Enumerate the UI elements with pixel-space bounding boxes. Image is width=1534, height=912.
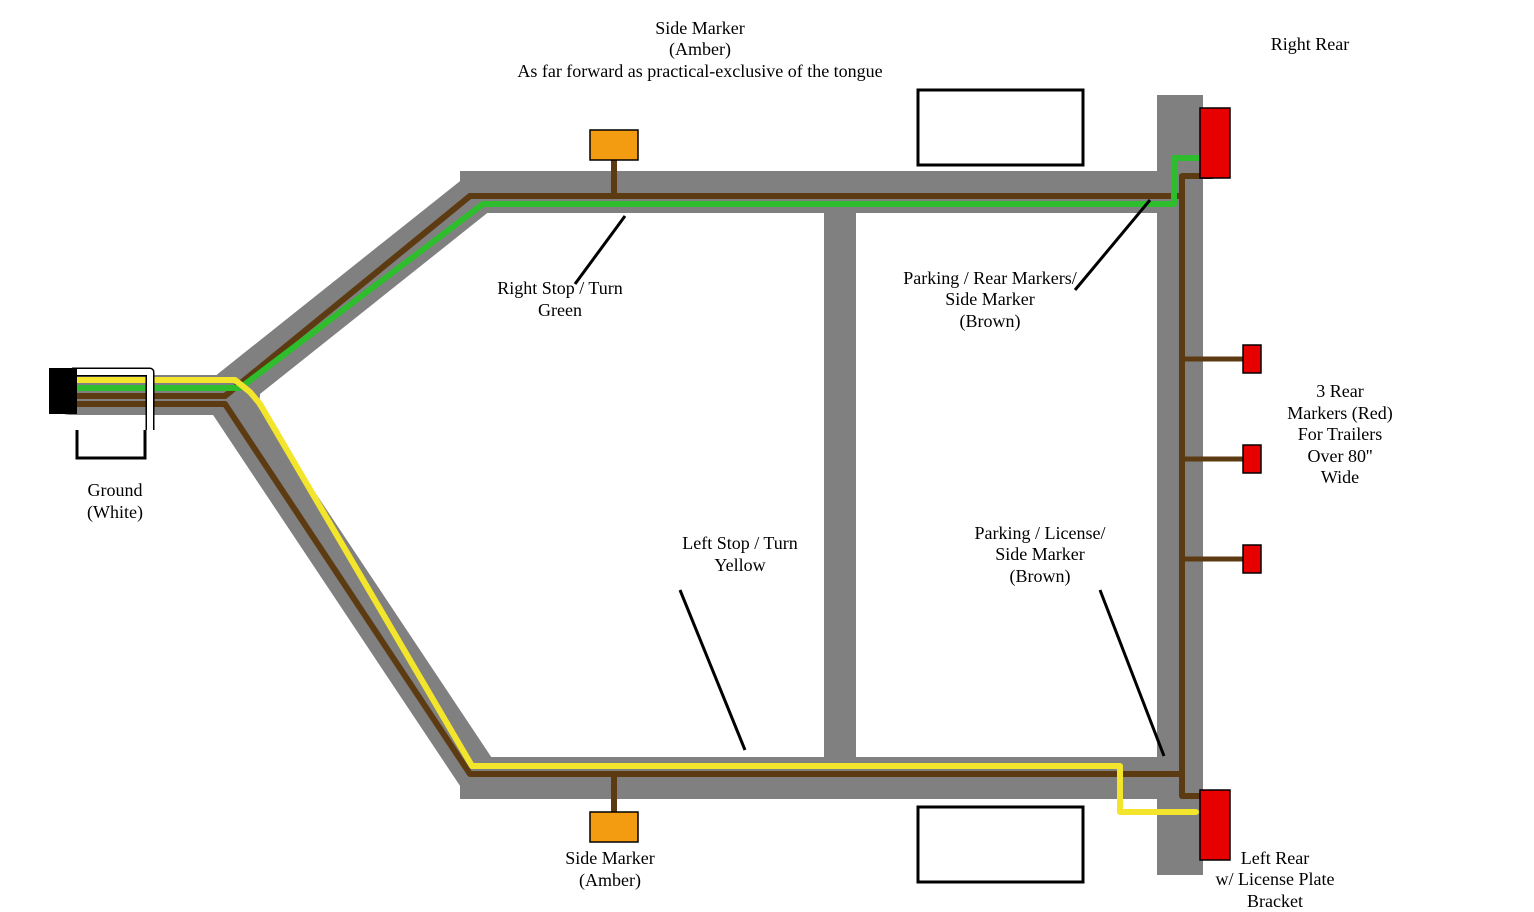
connector-plug bbox=[49, 368, 77, 414]
side-marker-amber-bottom bbox=[590, 812, 638, 842]
rear-marker-red-2 bbox=[1243, 545, 1261, 573]
callout-line-0 bbox=[575, 216, 625, 284]
rear-marker-red-0 bbox=[1243, 345, 1261, 373]
label-parking-rear-top: Parking / Rear Markers/ Side Marker (Bro… bbox=[903, 268, 1076, 333]
rear-light-right bbox=[1200, 108, 1230, 178]
label-ground: Ground (White) bbox=[87, 480, 143, 523]
callout-line-2 bbox=[1075, 200, 1150, 290]
rear-marker-red-1 bbox=[1243, 445, 1261, 473]
ground-bracket bbox=[77, 430, 145, 458]
label-right-rear: Right Rear bbox=[1271, 34, 1350, 56]
label-side-marker-bottom: Side Marker (Amber) bbox=[565, 848, 654, 891]
side-marker-amber-top bbox=[590, 130, 638, 160]
label-left-stop-turn: Left Stop / Turn Yellow bbox=[682, 533, 798, 576]
label-side-marker-top: Side Marker (Amber) As far forward as pr… bbox=[517, 18, 882, 83]
label-parking-license: Parking / License/ Side Marker (Brown) bbox=[975, 523, 1106, 588]
callout-line-1 bbox=[680, 590, 745, 750]
frame-diag-bottom bbox=[225, 395, 480, 778]
callout-line-3 bbox=[1100, 590, 1164, 756]
wheel-well-top bbox=[918, 90, 1083, 165]
label-three-rear-markers: 3 Rear Markers (Red) For Trailers Over 8… bbox=[1287, 381, 1392, 489]
label-left-rear: Left Rear w/ License Plate Bracket bbox=[1216, 848, 1335, 912]
wheel-well-bottom bbox=[918, 807, 1083, 882]
label-right-stop-turn: Right Stop / Turn Green bbox=[497, 278, 623, 321]
